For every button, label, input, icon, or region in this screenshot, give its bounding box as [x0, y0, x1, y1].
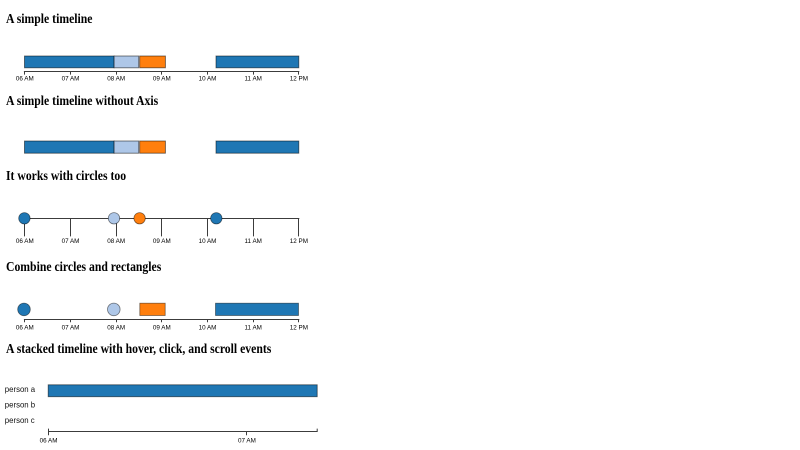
svg-text:09 AM: 09 AM: [153, 76, 171, 83]
svg-text:08 AM: 08 AM: [107, 324, 125, 331]
svg-text:10 AM: 10 AM: [199, 238, 217, 245]
svg-text:08 AM: 08 AM: [107, 238, 125, 245]
svg-text:06 AM: 06 AM: [16, 324, 34, 331]
svg-text:12 PM: 12 PM: [290, 324, 308, 331]
svg-text:11 AM: 11 AM: [245, 324, 262, 331]
svg-text:06 AM: 06 AM: [16, 76, 34, 83]
svg-text:07 AM: 07 AM: [62, 76, 80, 83]
svg-text:person c: person c: [5, 416, 35, 425]
svg-text:12 PM: 12 PM: [290, 238, 308, 245]
svg-text:09 AM: 09 AM: [153, 324, 171, 331]
svg-text:10 AM: 10 AM: [199, 324, 217, 331]
svg-text:12 PM: 12 PM: [290, 76, 308, 83]
svg-text:06 AM: 06 AM: [16, 238, 34, 245]
svg-text:06 AM: 06 AM: [40, 438, 58, 445]
svg-text:09 AM: 09 AM: [153, 238, 171, 245]
svg-text:07 AM: 07 AM: [62, 238, 80, 245]
svg-text:08 AM: 08 AM: [107, 76, 125, 83]
svg-text:07 AM: 07 AM: [238, 438, 256, 445]
svg-text:11 AM: 11 AM: [245, 76, 262, 83]
svg-text:person a: person a: [5, 385, 36, 394]
svg-text:11 AM: 11 AM: [245, 238, 262, 245]
svg-text:person b: person b: [5, 401, 36, 410]
svg-text:07 AM: 07 AM: [62, 324, 80, 331]
svg-text:10 AM: 10 AM: [199, 76, 217, 83]
